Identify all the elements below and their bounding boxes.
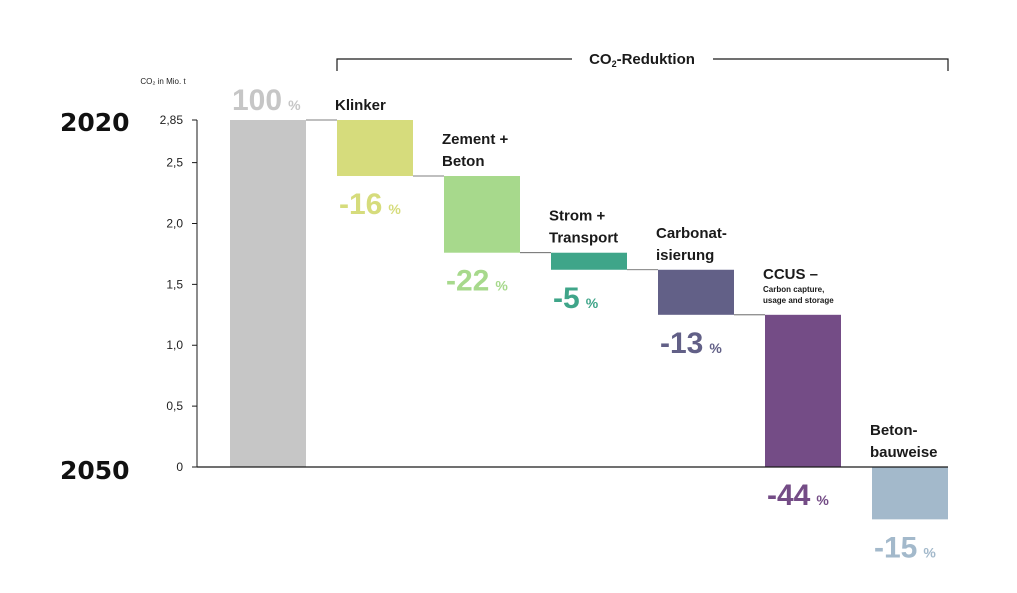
category-label: CCUS – [763,266,818,283]
y-tick-label: 2,0 [166,216,183,230]
percent-label: -44% [767,479,829,512]
bar [337,120,413,177]
bar [872,467,948,520]
y-axis: 2,85 2,5 2,0 1,5 1,0 0,5 0 [160,113,198,474]
category-label: Transport [549,230,618,247]
category-sublabel: Carbon capture, [763,285,824,294]
category-label: isierung [656,247,714,264]
bar-labels: 100% Klinker -16 % Zement + Beton -22 % Strom + T… [232,84,938,564]
percent-label: -5% [553,282,599,315]
bar [551,252,627,270]
category-label: Strom + [549,208,606,225]
y-tick-label: 1,0 [166,338,183,352]
percent-label: -15% [874,531,936,564]
bar [230,120,306,467]
percent-label: 100% [232,84,301,117]
y-tick-label: 0 [176,460,183,474]
y-axis-unit-label: CO₂ in Mio. t [140,77,186,86]
category-label: Carbonat- [656,225,727,242]
category-sublabel: usage and storage [763,296,834,305]
reduction-bracket: CO2-Reduktion [336,51,949,71]
bracket-line-left [336,58,572,71]
category-label: Zement + [442,131,509,148]
category-label: Beton- [870,422,918,439]
percent-label: -16% [339,188,401,221]
year-2020-label: 2020 [60,108,130,137]
percent-label: -13% [660,327,722,360]
year-2050-label: 2050 [60,456,130,485]
bar [658,269,734,315]
y-tick-label: 0,5 [166,399,183,413]
percent-label: -22% [446,265,508,298]
y-tick-label: 1,5 [166,277,183,291]
category-label: Beton [442,153,485,170]
category-label: Klinker [335,97,386,114]
category-label: bauweise [870,444,938,461]
y-tick-label: 2,5 [166,156,183,170]
bars [230,120,948,520]
bracket-line-right [713,58,949,71]
bar [765,314,841,467]
bar [444,176,520,253]
bracket-title: CO2-Reduktion [589,51,695,69]
y-tick-label: 2,85 [160,113,184,127]
